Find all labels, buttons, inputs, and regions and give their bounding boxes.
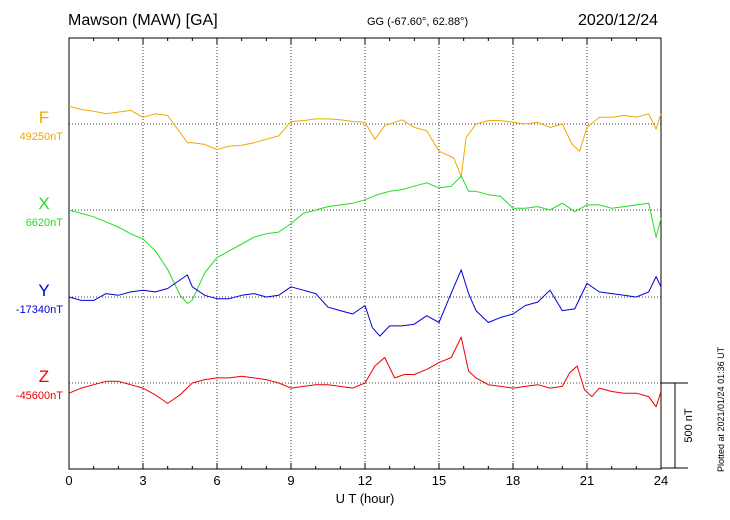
series-name-y: Y — [38, 281, 49, 300]
series-name-f: F — [39, 108, 49, 127]
series-line-y — [68, 269, 662, 337]
series-labels: F 49250nT X 6620nT Y -17340nT Z -45600nT — [16, 108, 63, 402]
baseline-label-y: -17340nT — [16, 304, 63, 316]
coordinates: GG (-67.60°, 62.88°) — [367, 16, 469, 28]
baseline-label-f: 49250nT — [20, 131, 64, 143]
scale-bar-label: 500 nT — [683, 408, 695, 443]
x-tick-label: 15 — [432, 473, 446, 488]
baseline-label-z: -45600nT — [16, 390, 63, 402]
x-tick-label: 3 — [139, 473, 146, 488]
x-tick-label: 24 — [654, 473, 668, 488]
series-name-x: X — [38, 194, 49, 213]
series-line-z — [68, 336, 662, 408]
date-title: 2020/12/24 — [578, 12, 659, 29]
x-tick-label: 9 — [287, 473, 294, 488]
station-title: Mawson (MAW) [GA] — [68, 12, 218, 29]
x-tick-label: 12 — [358, 473, 372, 488]
series-lines — [68, 105, 662, 408]
series-line-f — [68, 105, 662, 178]
scale-bar: 500 nT — [661, 382, 695, 469]
grid — [142, 38, 588, 469]
series-name-z: Z — [39, 367, 49, 386]
x-tick-label: 18 — [506, 473, 520, 488]
plotted-timestamp: Plotted at 2021/01/24 01:36 UT — [716, 346, 726, 472]
series-line-x — [68, 175, 662, 304]
x-axis-label: U T (hour) — [336, 491, 395, 506]
x-tick-label: 21 — [580, 473, 594, 488]
baseline-label-x: 6620nT — [26, 217, 64, 229]
x-tick-label: 0 — [65, 473, 72, 488]
x-tick-label: 6 — [213, 473, 220, 488]
x-ticks: 0 3 6 9 12 15 18 21 24 — [65, 38, 668, 488]
